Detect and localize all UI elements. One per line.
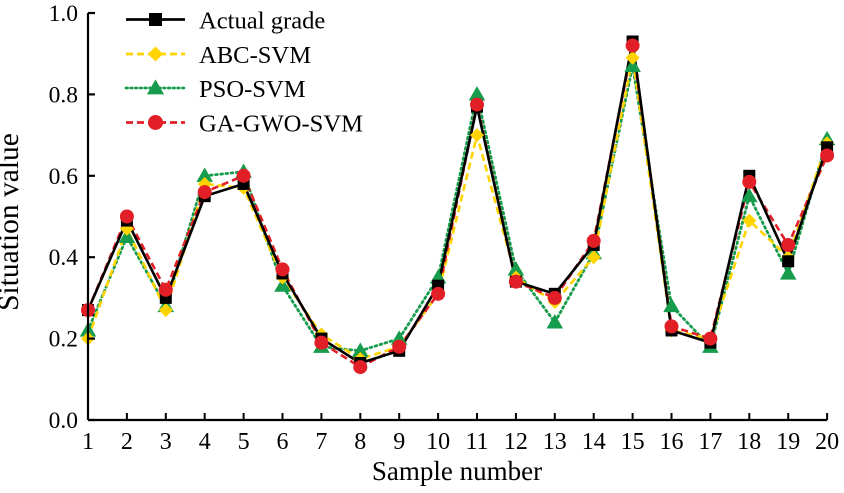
svg-text:19: 19 xyxy=(776,429,800,455)
svg-text:PSO-SVM: PSO-SVM xyxy=(199,76,306,103)
svg-text:Sample number: Sample number xyxy=(372,456,542,486)
svg-text:13: 13 xyxy=(543,429,567,455)
svg-text:Actual grade: Actual grade xyxy=(199,8,325,35)
svg-text:12: 12 xyxy=(504,429,528,455)
svg-text:0.0: 0.0 xyxy=(49,408,78,434)
svg-text:ABC-SVM: ABC-SVM xyxy=(199,42,311,69)
svg-text:Situation value: Situation value xyxy=(0,133,25,311)
svg-text:16: 16 xyxy=(660,429,684,455)
svg-text:GA-GWO-SVM: GA-GWO-SVM xyxy=(199,111,363,138)
svg-text:20: 20 xyxy=(815,429,839,455)
svg-text:10: 10 xyxy=(426,429,450,455)
svg-text:4: 4 xyxy=(199,429,211,455)
svg-text:0.6: 0.6 xyxy=(49,164,79,190)
svg-text:17: 17 xyxy=(698,429,722,455)
svg-text:7: 7 xyxy=(315,429,327,455)
svg-text:15: 15 xyxy=(621,429,645,455)
svg-text:0.8: 0.8 xyxy=(49,82,78,108)
svg-text:0.4: 0.4 xyxy=(49,245,79,271)
svg-text:9: 9 xyxy=(393,429,405,455)
svg-text:2: 2 xyxy=(121,429,133,455)
svg-text:8: 8 xyxy=(354,429,366,455)
svg-text:18: 18 xyxy=(737,429,761,455)
svg-text:14: 14 xyxy=(582,429,606,455)
svg-text:1: 1 xyxy=(82,429,94,455)
svg-text:5: 5 xyxy=(238,429,250,455)
svg-text:6: 6 xyxy=(277,429,289,455)
svg-text:11: 11 xyxy=(465,429,488,455)
svg-text:3: 3 xyxy=(160,429,172,455)
svg-text:1.0: 1.0 xyxy=(49,1,78,27)
svg-text:0.2: 0.2 xyxy=(49,327,78,353)
